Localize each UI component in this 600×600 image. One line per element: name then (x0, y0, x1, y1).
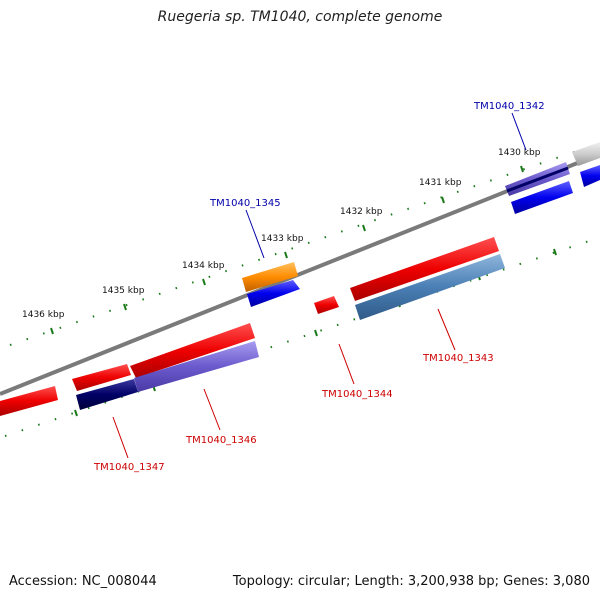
gene-arrow-grey-1341[interactable] (572, 142, 600, 166)
tick-label-1435: 1435 kbp (102, 286, 145, 296)
genome-summary-text: Topology: circular; Length: 3,200,938 bp… (232, 574, 590, 589)
leader-tm1040-1347 (112, 416, 129, 459)
tick-label-1431: 1431 kbp (419, 178, 462, 188)
gene-arrow-blue-right-edge[interactable] (580, 165, 600, 187)
leader-tm1040-1346 (203, 388, 221, 431)
outer-feature-lane (242, 162, 600, 307)
forward-strand-features (72, 142, 600, 391)
gene-arrow-tm1040-1347-fwd[interactable] (72, 364, 131, 391)
gene-arrow-tm1040-1346-fwd[interactable] (130, 323, 255, 378)
gene-label-tm1040-1344[interactable]: TM1040_1344 (321, 389, 393, 400)
tick-label-1436: 1436 kbp (22, 310, 65, 320)
genome-backbone (0, 152, 600, 396)
inner-tick-dots (4, 237, 599, 437)
tick-label-1434: 1434 kbp (182, 261, 225, 271)
gene-arrow-tm1040-1345-orange[interactable] (242, 262, 298, 292)
gene-arrow-tm1040-1342-blue[interactable] (511, 181, 573, 214)
leader-tm1040-1343 (437, 308, 456, 351)
gene-arrow-tm1040-1343-fwd[interactable] (350, 237, 499, 301)
leader-tm1040-1342 (511, 112, 527, 151)
gene-1342-navy-stripe (506, 166, 569, 193)
gene-arrow-tm1040-1344[interactable] (314, 296, 339, 314)
map-title: Ruegeria sp. TM1040, complete genome (157, 9, 443, 25)
gene-arrow-tm1040-1345-blue[interactable] (247, 280, 300, 307)
outer-major-ticks (50, 165, 524, 335)
reverse-strand-features (0, 254, 505, 416)
tick-label-1432: 1432 kbp (340, 207, 383, 217)
gene-arrow-tm1040-1347-rev[interactable] (76, 379, 138, 410)
tick-label-1433: 1433 kbp (261, 234, 304, 244)
gene-arrow-tm1040-1346-rev[interactable] (134, 341, 259, 392)
leader-tm1040-1344 (338, 343, 355, 385)
gene-labels: TM1040_1342 TM1040_1345 TM1040_1343 TM10… (93, 101, 545, 473)
gene-arrow-left-edge[interactable] (0, 386, 58, 416)
gene-label-tm1040-1347[interactable]: TM1040_1347 (93, 462, 165, 473)
tick-label-1430: 1430 kbp (498, 148, 541, 158)
outer-tick-scale: 1436 kbp 1435 kbp 1434 kbp 1433 kbp 1432… (9, 148, 581, 346)
gene-label-tm1040-1342[interactable]: TM1040_1342 (473, 101, 545, 112)
gene-arrow-tm1040-1343-rev[interactable] (355, 254, 505, 320)
inner-tick-scale (4, 237, 599, 437)
accession-text: Accession: NC_008044 (9, 574, 157, 589)
gene-label-tm1040-1346[interactable]: TM1040_1346 (185, 435, 257, 446)
label-leader-lines (112, 112, 527, 459)
gene-label-tm1040-1343[interactable]: TM1040_1343 (422, 353, 494, 364)
gene-label-tm1040-1345[interactable]: TM1040_1345 (209, 198, 281, 209)
leader-tm1040-1345 (245, 209, 265, 259)
